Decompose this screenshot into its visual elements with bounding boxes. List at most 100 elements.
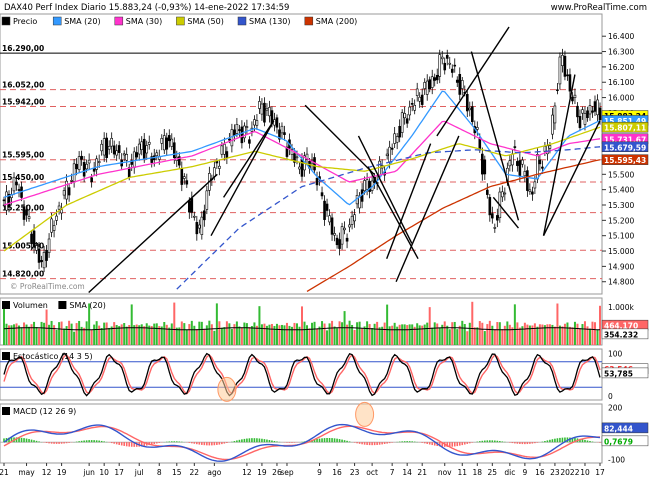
macd-histogram-bar [173, 441, 175, 442]
candle-body [321, 193, 323, 196]
volume-bar [499, 322, 501, 345]
x-tick-label: ago [207, 468, 221, 477]
volume-bar [106, 322, 108, 345]
candle-body [38, 249, 40, 263]
macd-histogram-bar [562, 438, 564, 443]
candle-body [81, 156, 83, 159]
y-tick-label: 100 [608, 349, 623, 358]
macd-histogram-bar [499, 441, 501, 442]
candle-body [561, 55, 563, 65]
macd-histogram-bar [529, 442, 531, 444]
candle-body [329, 216, 331, 222]
x-tick-label: 22 [190, 468, 200, 477]
candle-body [206, 191, 208, 210]
volume-bar [496, 322, 498, 345]
candle-body [143, 139, 145, 158]
volume-bar [556, 304, 558, 345]
candle-body [579, 116, 581, 127]
macd-histogram-bar [421, 442, 423, 443]
candle-body [459, 74, 461, 94]
volume-bar [454, 322, 456, 345]
price-tag-label: 15.679,59 [604, 143, 646, 152]
volume-bar [474, 327, 476, 345]
volume-bar [394, 323, 396, 345]
macd-histogram-bar [371, 442, 373, 445]
candle-body [101, 144, 103, 151]
candle-body [126, 154, 128, 160]
volume-bar [516, 322, 518, 345]
macd-histogram-bar [264, 439, 266, 442]
macd-histogram-bar [324, 438, 326, 442]
volume-bar [73, 332, 75, 345]
x-tick-label: jul [134, 468, 144, 477]
candle-body [446, 55, 448, 58]
macd-histogram-bar [191, 442, 193, 443]
volume-bar [504, 326, 506, 345]
candle-body [78, 157, 80, 170]
volume-bar [3, 308, 5, 345]
macd-histogram-bar [361, 442, 363, 444]
candle-body [23, 207, 25, 220]
legend-label: SMA (20) [64, 17, 100, 26]
volume-bar [501, 329, 503, 345]
volume-bar [376, 322, 378, 345]
candle-body [28, 217, 30, 219]
candle-body [351, 216, 353, 224]
y-tick-label: 200 [608, 403, 623, 412]
candle-body [156, 153, 158, 156]
volume-bar [574, 322, 576, 345]
level-label: 15.450,00 [2, 173, 44, 182]
x-tick-label: 11 [457, 468, 467, 477]
volume-bar [506, 321, 508, 345]
macd-histogram-bar [424, 442, 426, 443]
volume-bar [349, 321, 351, 345]
candle-body [261, 104, 263, 114]
legend-label: MACD (12 26 9) [13, 407, 76, 416]
candle-body [103, 139, 105, 155]
volume-bar [434, 322, 436, 345]
candle-body [526, 171, 528, 191]
macd-histogram-bar [341, 440, 343, 443]
volume-bar [41, 322, 43, 345]
candle-body [589, 106, 591, 114]
legend-swatch [2, 301, 10, 309]
price-tag-label: 0,7679 [604, 437, 633, 446]
candle-body [191, 198, 193, 212]
candle-body [113, 146, 115, 154]
candle-body [141, 142, 143, 150]
y-tick-label: 15.300 [608, 201, 634, 210]
x-tick-label: 14 [402, 468, 412, 477]
candle-body [461, 80, 463, 88]
volume-bar [183, 323, 185, 345]
candle-body [133, 152, 135, 168]
candle-body [549, 146, 551, 149]
candle-body [394, 134, 396, 144]
macd-histogram-bar [517, 442, 519, 444]
candle-body [51, 219, 53, 232]
volume-bar [524, 323, 526, 345]
candle-body [93, 169, 95, 172]
x-tick-label: may [18, 468, 35, 477]
candle-body [238, 130, 240, 131]
macd-histogram-bar [26, 439, 28, 443]
macd-histogram-bar [319, 439, 321, 443]
volume-bar [231, 329, 233, 345]
macd-histogram-bar [113, 442, 115, 444]
volume-bar [198, 322, 200, 345]
candle-body [53, 225, 55, 230]
candle-body [514, 147, 516, 148]
x-tick-label: jun [82, 468, 95, 477]
macd-histogram-bar [201, 442, 203, 445]
volume-bar [481, 323, 483, 345]
volume-bar [23, 322, 25, 345]
macd-histogram-bar [349, 441, 351, 442]
macd-histogram-bar [261, 439, 263, 442]
candle-body [256, 121, 258, 126]
price-tag-label: 53,785 [604, 369, 633, 378]
macd-histogram-bar [386, 442, 388, 443]
candle-body [349, 225, 351, 227]
macd-histogram-bar [101, 441, 103, 442]
volume-bar [228, 323, 230, 345]
volume-bar [534, 323, 536, 345]
